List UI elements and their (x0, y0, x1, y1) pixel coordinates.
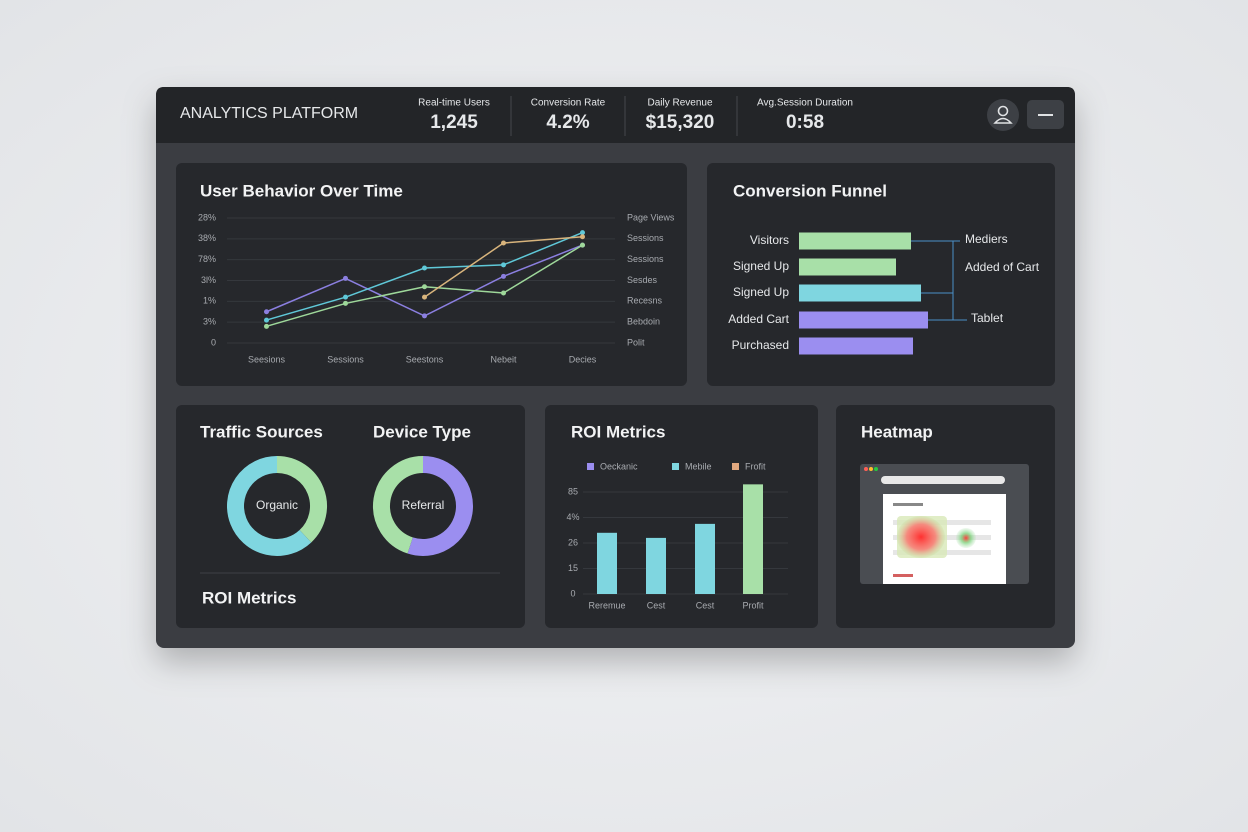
point (501, 273, 506, 279)
card-title: Conversion Funnel (733, 181, 887, 200)
card-title: ROI Metrics (202, 588, 296, 607)
point (422, 294, 427, 300)
funnel-label: Purchased (732, 338, 789, 352)
x-tick-label: Nebeit (490, 354, 517, 364)
point (501, 262, 506, 268)
point (343, 294, 348, 300)
donut-segment (373, 456, 424, 554)
y-tick-label: 28% (198, 212, 216, 222)
y-tick-label: 26 (568, 537, 578, 547)
card-title: User Behavior Over Time (200, 181, 403, 200)
donut-center-label: Referral (402, 498, 445, 512)
funnel-label: Signed Up (733, 259, 789, 273)
y-tick-label: 15 (568, 563, 578, 573)
kpi-label: Avg.Session Duration (757, 98, 853, 109)
x-tick-label: Profit (742, 600, 764, 610)
x-tick-label: Reremue (588, 600, 625, 610)
funnel-bar (799, 311, 928, 329)
point (501, 240, 506, 246)
y-tick-label: 78% (198, 254, 216, 264)
kpi-value: 4.2% (546, 112, 589, 133)
kpi-value: 1,245 (430, 112, 478, 133)
y-tick-label: 4% (566, 512, 579, 522)
funnel-label: Added Cart (728, 312, 789, 326)
legend-swatch (587, 463, 594, 470)
kpi-label: Real-time Users (418, 98, 490, 109)
bar (646, 537, 666, 594)
point (422, 313, 427, 319)
point (343, 300, 348, 306)
point (422, 265, 427, 271)
card-title: Heatmap (861, 422, 933, 441)
line-label: Bebdoin (627, 317, 660, 327)
line-label: Polit (627, 337, 645, 347)
point (501, 290, 506, 296)
branch-label: Mediers (965, 232, 1008, 246)
y-tick-label: 0 (211, 337, 216, 347)
card-title: ROI Metrics (571, 422, 665, 441)
point (264, 323, 269, 329)
branch-label: Tablet (971, 311, 1004, 325)
line-label: Page Views (627, 212, 675, 222)
point (580, 230, 585, 236)
branch-label: Added of Cart (965, 260, 1040, 274)
point (422, 284, 427, 290)
donut-segment (407, 456, 473, 556)
legend-label: Mebile (685, 461, 712, 471)
header-bar (156, 87, 1075, 143)
minimize-button[interactable] (1027, 100, 1064, 129)
point (580, 234, 585, 240)
point (580, 242, 585, 248)
line-label: Sessions (627, 254, 664, 264)
bar (743, 484, 763, 594)
funnel-label: Signed Up (733, 285, 789, 299)
line-label: Sesdes (627, 275, 658, 285)
x-tick-label: Sessions (327, 354, 364, 364)
kpi-value: 0:58 (786, 112, 824, 133)
card-title: Device Type (373, 422, 471, 441)
card (176, 163, 687, 386)
funnel-connectors (911, 240, 967, 321)
legend-label: Frofit (745, 461, 766, 471)
x-tick-label: Seesions (248, 354, 286, 364)
line-label: Sessions (627, 233, 664, 243)
y-tick-label: 85 (568, 486, 578, 496)
y-tick-label: 38% (198, 233, 216, 243)
funnel-bar (799, 284, 921, 302)
kpi-label: Daily Revenue (647, 98, 712, 109)
legend-label: Oeckanic (600, 461, 638, 471)
legend-swatch (732, 463, 739, 470)
y-tick-label: 1% (203, 296, 216, 306)
donut-center-label: Organic (256, 498, 298, 512)
x-tick-label: Cest (647, 600, 666, 610)
bar (695, 523, 715, 594)
bar (597, 532, 617, 594)
point (264, 317, 269, 323)
kpi-value: $15,320 (646, 112, 715, 133)
funnel-bar (799, 232, 911, 250)
user-button[interactable] (987, 99, 1019, 131)
funnel-bar (799, 337, 913, 355)
line-label: Recesns (627, 296, 663, 306)
donut-segment (276, 456, 327, 543)
kpi-label: Conversion Rate (531, 98, 606, 109)
x-tick-label: Seestons (406, 354, 444, 364)
app-title: ANALYTICS PLATFORM (180, 105, 358, 122)
x-tick-label: Cest (696, 600, 715, 610)
card-title: Traffic Sources (200, 422, 323, 441)
donut-segment (227, 456, 312, 556)
point (343, 275, 348, 281)
y-tick-label: 3% (203, 317, 216, 327)
y-tick-label: 3l% (201, 275, 216, 285)
funnel-label: Visitors (750, 233, 789, 247)
heatmap-preview (860, 464, 1029, 584)
legend-swatch (672, 463, 679, 470)
y-tick-label: 0 (570, 588, 575, 598)
x-tick-label: Decies (569, 354, 597, 364)
point (264, 309, 269, 315)
funnel-bar (799, 258, 896, 276)
